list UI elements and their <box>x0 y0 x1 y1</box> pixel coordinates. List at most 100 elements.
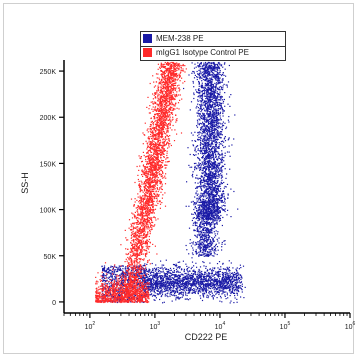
data-point <box>224 62 226 64</box>
data-point <box>220 106 222 108</box>
data-point <box>209 218 211 220</box>
data-point <box>197 149 199 151</box>
data-point <box>222 277 225 279</box>
data-point <box>202 208 204 210</box>
data-point <box>209 95 211 97</box>
data-point <box>200 201 202 204</box>
data-point <box>211 72 213 74</box>
data-point <box>215 209 217 211</box>
data-point <box>172 263 175 266</box>
data-point <box>213 228 215 230</box>
data-point <box>206 120 209 122</box>
data-point <box>215 278 217 280</box>
data-point <box>218 135 220 137</box>
data-point <box>206 176 208 178</box>
data-point <box>204 72 206 74</box>
data-point <box>220 200 222 202</box>
data-point <box>198 198 200 200</box>
data-point <box>190 101 193 103</box>
data-point <box>212 196 214 198</box>
data-point <box>209 188 212 191</box>
data-point <box>218 290 220 292</box>
data-point <box>209 232 211 234</box>
data-point <box>210 150 212 152</box>
data-point <box>228 138 230 140</box>
data-point <box>220 102 223 105</box>
data-point <box>218 211 220 213</box>
data-point <box>207 66 209 68</box>
data-point <box>212 267 214 269</box>
data-point <box>221 159 223 161</box>
data-point <box>192 144 194 146</box>
data-point <box>209 64 211 66</box>
data-point <box>199 239 202 241</box>
data-point <box>223 204 225 206</box>
data-point <box>206 286 208 288</box>
data-point <box>217 185 219 187</box>
data-point <box>224 198 226 200</box>
data-point <box>215 75 217 77</box>
data-point <box>196 70 198 73</box>
data-point <box>218 113 220 115</box>
data-point <box>207 95 209 97</box>
data-point <box>209 276 211 278</box>
data-point <box>208 81 210 83</box>
data-point <box>211 122 213 124</box>
data-point <box>219 64 221 66</box>
data-point <box>234 273 236 275</box>
data-point <box>211 282 213 284</box>
data-point <box>217 166 219 168</box>
data-point <box>219 122 221 124</box>
data-point <box>203 211 205 213</box>
data-point <box>236 298 238 300</box>
data-point <box>213 280 215 282</box>
data-point <box>229 288 231 290</box>
data-point <box>218 273 220 275</box>
data-point <box>189 288 191 291</box>
data-point <box>203 141 205 143</box>
data-point <box>225 84 227 86</box>
data-point <box>196 105 198 107</box>
data-point <box>163 283 165 285</box>
data-point <box>214 151 216 153</box>
data-point <box>208 221 210 223</box>
data-point <box>160 287 162 289</box>
data-point <box>213 274 215 277</box>
data-point <box>214 291 216 293</box>
data-point <box>199 226 201 228</box>
data-point <box>206 110 208 112</box>
data-point <box>217 77 219 79</box>
data-point <box>208 253 210 255</box>
data-point <box>240 276 242 279</box>
data-point <box>198 196 200 198</box>
data-point <box>206 188 208 190</box>
data-point <box>236 286 238 288</box>
data-point <box>240 267 242 269</box>
data-point <box>153 283 155 286</box>
data-point <box>198 83 200 85</box>
data-point <box>151 287 153 289</box>
data-point <box>200 62 202 64</box>
data-point <box>213 131 216 133</box>
data-point <box>210 221 213 224</box>
data-point <box>208 190 210 192</box>
data-point <box>213 224 216 226</box>
data-point <box>204 180 206 182</box>
data-point <box>182 282 184 285</box>
data-point <box>210 191 212 193</box>
data-point <box>211 121 213 123</box>
data-point <box>201 193 203 195</box>
data-point <box>221 158 224 160</box>
data-point <box>206 111 208 113</box>
data-point <box>218 155 220 158</box>
data-point <box>211 78 213 80</box>
data-point <box>211 118 213 120</box>
data-point <box>205 288 207 290</box>
data-point <box>198 95 200 97</box>
data-point <box>193 265 195 267</box>
data-point <box>174 279 176 281</box>
data-point <box>211 65 213 67</box>
data-point <box>217 72 219 74</box>
data-point <box>208 165 210 167</box>
data-point <box>211 180 213 182</box>
